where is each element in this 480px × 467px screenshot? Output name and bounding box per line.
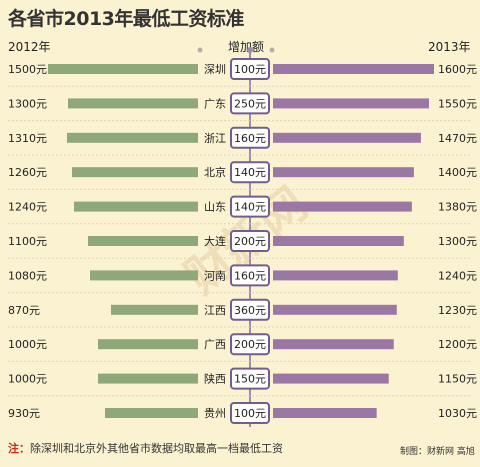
bar-2013-4 — [273, 201, 412, 212]
increase-box-10 — [230, 402, 270, 424]
increase-label-5: 200元 — [234, 235, 266, 248]
increase-label-3: 140元 — [234, 166, 266, 179]
bar-2013-10 — [273, 408, 377, 418]
increase-label-1: 250元 — [234, 97, 266, 110]
label-2012-1: 1300元 — [8, 97, 47, 110]
bar-2013-6 — [273, 270, 398, 281]
bar-2012-8 — [98, 339, 198, 350]
label-2013-3: 1400元 — [438, 166, 477, 179]
bar-2013-2 — [273, 132, 421, 143]
increase-label-4: 140元 — [234, 201, 266, 214]
header-increase: 增加额 — [228, 40, 265, 54]
increase-label-9: 150元 — [234, 373, 266, 386]
increase-box-4 — [230, 195, 270, 218]
header-2012: 2012年 — [8, 40, 51, 54]
increase-label-6: 160元 — [234, 269, 266, 282]
label-2012-5: 1100元 — [8, 235, 47, 248]
province-label-1: 广东 — [204, 97, 226, 110]
increase-box-2 — [230, 126, 270, 149]
bar-2013-3 — [273, 167, 414, 178]
label-2012-6: 1080元 — [8, 269, 47, 282]
increase-label-8: 200元 — [234, 338, 266, 351]
label-2013-10: 1030元 — [438, 407, 477, 420]
label-2012-0: 1500元 — [8, 63, 47, 76]
increase-label-0: 100元 — [234, 63, 266, 76]
province-label-7: 江西 — [204, 304, 226, 317]
increase-label-10: 100元 — [234, 407, 266, 420]
label-2013-7: 1230元 — [438, 304, 477, 317]
province-label-2: 浙江 — [204, 132, 226, 145]
province-label-5: 大连 — [204, 234, 226, 248]
label-2012-9: 1000元 — [8, 373, 47, 386]
label-2012-2: 1310元 — [8, 132, 47, 145]
bar-2012-2 — [67, 132, 198, 143]
bar-2012-4 — [74, 201, 198, 212]
label-2012-8: 1000元 — [8, 338, 47, 351]
bar-2012-6 — [90, 270, 198, 281]
province-label-0: 深圳 — [204, 63, 226, 76]
label-2012-3: 1260元 — [8, 166, 47, 179]
province-label-6: 河南 — [204, 269, 226, 282]
label-2013-4: 1380元 — [438, 201, 477, 214]
increase-label-2: 160元 — [234, 132, 266, 145]
header-2013: 2013年 — [428, 40, 471, 54]
increase-box-6 — [230, 264, 270, 287]
province-label-8: 广西 — [204, 338, 226, 351]
label-2012-10: 930元 — [8, 407, 40, 420]
increase-box-9 — [230, 367, 270, 390]
label-2013-8: 1200元 — [438, 338, 477, 351]
bar-2013-9 — [273, 373, 389, 384]
bar-2013-0 — [273, 64, 434, 74]
bar-2012-3 — [72, 167, 198, 178]
footnote-text: 除深圳和北京外其他省市数据均取最高一档最低工资 — [30, 442, 283, 455]
bar-2013-1 — [273, 98, 429, 109]
label-2013-1: 1550元 — [438, 97, 477, 110]
label-2013-6: 1240元 — [438, 269, 477, 282]
increase-box-7 — [230, 298, 270, 321]
bar-2012-9 — [98, 373, 198, 384]
right-guide-dot — [269, 47, 275, 53]
increase-box-8 — [230, 333, 270, 356]
bar-2012-7 — [111, 304, 198, 315]
label-2013-9: 1150元 — [438, 373, 477, 386]
bar-2012-5 — [88, 236, 198, 246]
label-2013-5: 1300元 — [438, 235, 477, 248]
label-2012-4: 1240元 — [8, 201, 47, 214]
bar-2012-10 — [105, 408, 198, 418]
province-label-10: 贵州 — [204, 407, 226, 420]
increase-box-0 — [230, 58, 270, 80]
footnote: 注：除深圳和北京外其他省市数据均取最高一档最低工资 — [8, 440, 283, 456]
bar-2013-5 — [273, 236, 404, 246]
credit: 制图：财新网 高旭 — [400, 447, 475, 457]
label-2012-7: 870元 — [8, 304, 40, 317]
bar-2013-8 — [273, 339, 394, 350]
province-label-4: 山东 — [204, 201, 226, 214]
left-guide-dot — [197, 47, 203, 53]
increase-box-3 — [230, 161, 270, 184]
chart-title: 各省市2013年最低工资标准 — [8, 8, 244, 30]
guide-top-dot — [247, 47, 253, 53]
bar-2012-1 — [68, 98, 198, 109]
increase-box-5 — [230, 230, 270, 252]
province-label-3: 北京 — [204, 165, 226, 179]
increase-box-1 — [230, 92, 270, 115]
bar-2013-7 — [273, 304, 397, 315]
bar-2012-0 — [48, 64, 198, 74]
label-2013-2: 1470元 — [438, 132, 477, 145]
province-label-9: 陕西 — [204, 372, 226, 386]
footnote-mark: 注： — [8, 442, 30, 455]
label-2013-0: 1600元 — [438, 63, 477, 76]
increase-label-7: 360元 — [234, 304, 266, 317]
